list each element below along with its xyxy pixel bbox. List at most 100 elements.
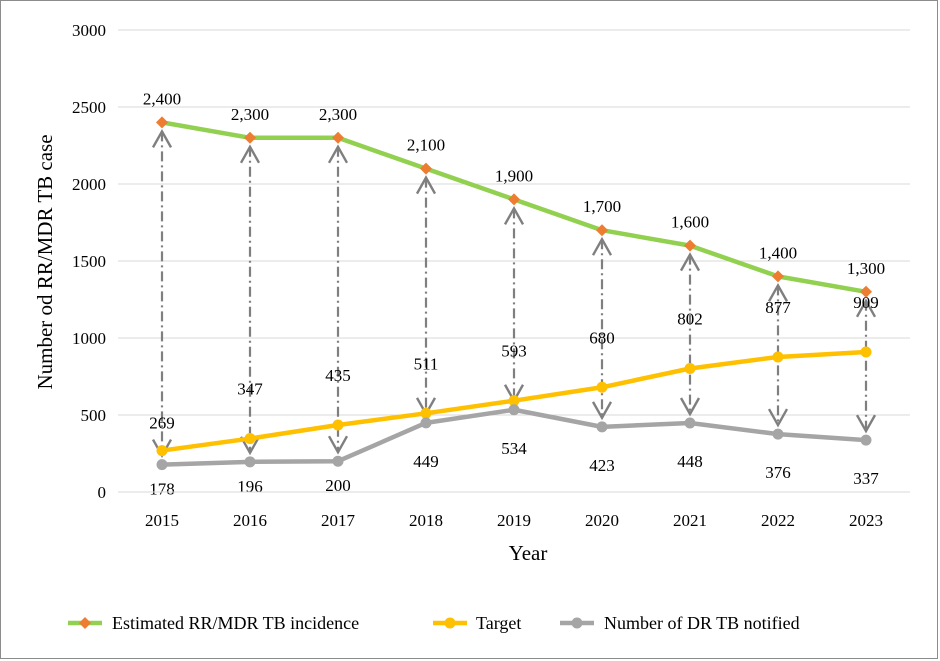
y-tick-label: 1000 [72, 329, 106, 348]
legend: Estimated RR/MDR TB incidence Target Numbe… [68, 613, 800, 633]
gap-arrow [239, 144, 261, 456]
data-labels: 2,400 2,300 2,300 2,100 1,900 1,700 1,600 1,400… [143, 89, 885, 498]
gap-arrow-head-up [767, 282, 789, 302]
data-label-notified: 423 [589, 456, 615, 475]
data-label-incidence: 2,300 [319, 105, 357, 124]
point-incidence [860, 285, 872, 298]
gap-arrow-head-up [415, 175, 437, 195]
data-label-target: 593 [501, 342, 527, 361]
data-label-target: 269 [149, 414, 175, 433]
data-label-target: 435 [325, 366, 351, 385]
x-tick-label: 2022 [761, 511, 795, 530]
data-label-incidence: 2,100 [407, 136, 445, 155]
gap-arrow-head-down [855, 414, 877, 434]
data-label-incidence: 1,300 [847, 259, 885, 278]
gap-arrow [503, 205, 525, 404]
data-label-incidence: 2,300 [231, 105, 269, 124]
legend-item-notified: Number of DR TB notified [560, 613, 800, 633]
gap-arrow-head-up [151, 128, 173, 148]
gap-arrow-head-up [591, 236, 613, 256]
legend-item-target: Target [433, 613, 521, 633]
point-notified [684, 417, 696, 429]
data-label-target: 680 [589, 328, 615, 347]
series-markers [156, 116, 872, 471]
data-label-target: 511 [414, 354, 439, 373]
x-tick-label: 2023 [849, 511, 883, 530]
point-incidence [332, 131, 344, 144]
data-label-target: 909 [853, 293, 879, 312]
data-label-target: 347 [237, 380, 263, 399]
y-tick-label: 2000 [72, 175, 106, 194]
point-target [772, 351, 784, 363]
x-tick-label: 2015 [145, 511, 179, 530]
data-label-incidence: 1,400 [759, 243, 797, 262]
legend-swatch-marker [79, 617, 91, 629]
x-tick-label: 2017 [321, 511, 356, 530]
point-notified [420, 417, 432, 429]
legend-swatch-marker [444, 617, 456, 629]
point-target [684, 362, 696, 374]
gap-arrow-head-up [855, 298, 877, 318]
data-label-incidence: 1,600 [671, 213, 709, 232]
gap-arrow-head-up [503, 205, 525, 225]
data-label-incidence: 1,900 [495, 166, 533, 185]
y-tick-label: 500 [81, 406, 107, 425]
point-incidence [244, 131, 256, 144]
gap-arrow-head-down [679, 397, 701, 417]
gap-arrow [679, 252, 701, 417]
x-tick-label: 2020 [585, 511, 619, 530]
data-label-notified: 534 [501, 439, 527, 458]
data-label-notified: 337 [853, 469, 879, 488]
point-target [332, 419, 344, 431]
axes: 0 500 1000 1500 2000 2500 3000 2015 2016 2017 2018… [72, 21, 910, 530]
data-label-notified: 200 [325, 476, 351, 495]
data-label-incidence: 2,400 [143, 89, 181, 108]
legend-label: Estimated RR/MDR TB incidence [112, 613, 359, 633]
point-incidence [508, 193, 520, 206]
gap-arrow-head-down [239, 436, 261, 456]
point-notified [156, 459, 168, 471]
point-incidence [596, 224, 608, 237]
legend-swatch-marker [571, 617, 583, 629]
gap-arrow-head-up [327, 144, 349, 164]
x-tick-label: 2021 [673, 511, 707, 530]
point-notified [772, 428, 784, 440]
data-label-notified: 449 [413, 452, 439, 471]
legend-item-incidence: Estimated RR/MDR TB incidence [68, 613, 359, 633]
point-incidence [772, 270, 784, 283]
gap-arrow-head-down [767, 408, 789, 428]
data-label-target: 802 [677, 309, 703, 328]
gap-arrow-head-down [591, 401, 613, 421]
data-label-notified: 376 [765, 463, 791, 482]
x-tick-label: 2018 [409, 511, 443, 530]
point-incidence [684, 239, 696, 252]
point-notified [332, 455, 344, 467]
point-target [156, 445, 168, 457]
point-notified [244, 456, 256, 468]
point-incidence [156, 116, 168, 129]
legend-label: Number of DR TB notified [604, 613, 800, 633]
point-incidence [420, 162, 432, 175]
gap-arrow-head-up [239, 144, 261, 164]
gap-arrow [327, 144, 349, 455]
y-axis-title: Number od RR/MDR TB case [33, 134, 57, 389]
point-target [420, 407, 432, 419]
y-tick-label: 2500 [72, 98, 106, 117]
y-tick-label: 0 [98, 483, 107, 502]
point-notified [860, 434, 872, 446]
point-target [860, 346, 872, 358]
y-tick-label: 1500 [72, 252, 106, 271]
data-label-notified: 448 [677, 452, 703, 471]
data-label-target: 877 [765, 298, 791, 317]
point-target [596, 381, 608, 393]
point-target [244, 433, 256, 445]
gap-arrow-head-down [327, 435, 349, 455]
data-label-notified: 178 [149, 480, 175, 499]
gap-arrow [151, 128, 173, 459]
data-label-notified: 196 [237, 477, 263, 496]
x-tick-label: 2019 [497, 511, 531, 530]
x-tick-label: 2016 [233, 511, 267, 530]
x-axis-title: Year [509, 541, 548, 565]
